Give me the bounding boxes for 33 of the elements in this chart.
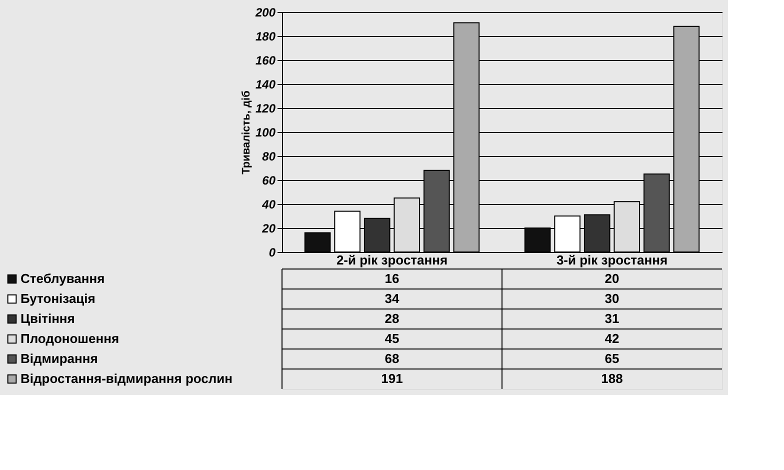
data-label: 68 [384,351,400,366]
data-label: 188 [601,371,623,386]
legend-label: Відростання-відмирання рослин [20,371,232,386]
data-label: 16 [384,271,400,286]
y-axis-title: Тривалість, діб [240,90,252,174]
data-label: 20 [604,271,620,286]
y-tick-label: 100 [255,126,276,140]
legend-label: Відмирання [20,351,98,366]
y-tick-label: 200 [254,6,276,20]
data-label: 45 [384,331,400,346]
data-label: 34 [384,291,400,306]
y-tick-label: 120 [255,102,276,116]
data-label: 191 [381,371,403,386]
bar [304,232,331,252]
data-label: 65 [604,351,620,366]
y-tick-label: 140 [255,78,276,92]
data-label: 28 [384,311,400,326]
data-label: 31 [604,311,620,326]
y-tick-label: 80 [262,150,276,164]
data-label: 30 [604,291,620,306]
data-label: 42 [604,331,620,346]
x-tick-label: 2-й рік зростання [336,252,448,268]
legend-label: Цвітіння [20,311,75,326]
legend-label: Стеблування [20,271,105,286]
legend-label: Плодоношення [20,331,120,346]
y-tick-label: 0 [268,246,276,260]
x-tick-label: 3-й рік зростання [556,252,668,268]
y-tick-label: 20 [261,222,276,236]
legend-label: Бутонізація [20,291,96,306]
y-tick-label: 160 [255,54,276,68]
y-tick-label: 60 [262,174,276,188]
y-tick-label: 180 [255,30,276,44]
y-tick-label: 40 [261,198,276,212]
